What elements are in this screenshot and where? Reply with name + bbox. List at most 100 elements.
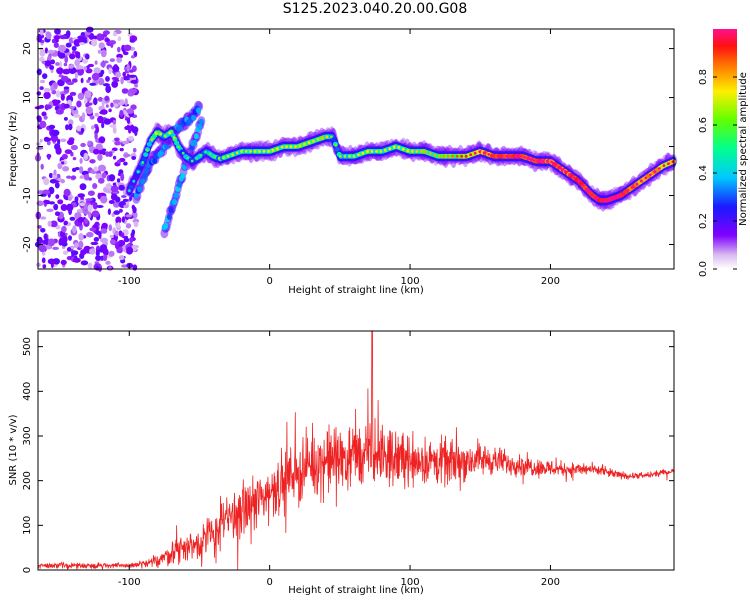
noise-blob — [129, 237, 134, 243]
noise-blob — [64, 55, 69, 64]
noise-blob — [53, 203, 59, 211]
noise-blob — [116, 159, 121, 164]
noise-blob — [83, 173, 90, 181]
ridge-peak — [595, 196, 598, 200]
noise-blob — [112, 32, 118, 37]
noise-blob — [76, 125, 82, 131]
noise-blob — [37, 190, 45, 195]
noise-blob — [62, 250, 69, 255]
ridge-peak — [424, 150, 428, 154]
ridge-peak — [267, 150, 270, 153]
branch-blob — [193, 133, 199, 140]
branch-blob — [198, 118, 204, 125]
spectrogram-marks — [34, 26, 678, 272]
ridge-peak — [541, 159, 544, 163]
noise-blob — [76, 67, 85, 76]
noise-blob — [60, 259, 67, 265]
noise-blob — [98, 164, 106, 172]
noise-blob — [53, 42, 59, 48]
noise-blob — [84, 90, 92, 98]
ridge-peak — [244, 150, 248, 153]
ridge-peak — [419, 150, 423, 153]
noise-blob — [55, 109, 64, 115]
noise-blob — [69, 106, 75, 110]
noise-blob — [65, 124, 69, 131]
noise-blob — [54, 143, 61, 151]
colorbar-tick-label: 0.8 — [698, 69, 709, 85]
noise-blob — [93, 166, 98, 172]
noise-blob — [78, 42, 86, 46]
noise-blob — [121, 264, 128, 268]
noise-blob — [101, 98, 105, 107]
noise-blob — [51, 129, 59, 137]
noise-blob — [105, 151, 110, 157]
y-tick-label: 200 — [22, 471, 33, 490]
ridge-peak — [357, 153, 360, 157]
spectrogram-plot-area — [38, 29, 674, 269]
noise-blob — [63, 86, 70, 90]
ridge-peak — [321, 136, 324, 140]
ridge-peak — [330, 135, 333, 139]
noise-blob — [133, 221, 139, 228]
ridge-core — [331, 136, 337, 142]
noise-blob — [100, 61, 106, 68]
noise-blob — [121, 88, 129, 94]
branch-blob — [143, 167, 149, 174]
ridge-peak — [298, 144, 302, 148]
ridge-peak — [455, 154, 459, 158]
figure-title: S125.2023.040.20.00.G08 — [282, 1, 468, 17]
ridge-peak — [379, 150, 383, 153]
noise-blob — [41, 257, 46, 264]
ridge-peak — [141, 161, 145, 164]
noise-blob — [43, 91, 51, 100]
noise-blob — [131, 204, 135, 210]
noise-blob — [79, 166, 84, 174]
ridge-peak — [653, 170, 657, 174]
noise-blob — [101, 222, 108, 229]
noise-blob — [71, 45, 77, 52]
ridge-peak — [276, 147, 279, 151]
noise-blob — [48, 172, 53, 179]
ridge-core — [128, 184, 134, 190]
noise-blob — [100, 228, 108, 234]
noise-blob — [78, 240, 84, 249]
noise-blob — [95, 125, 100, 134]
noise-blob — [83, 66, 87, 71]
ridge-peak — [410, 150, 414, 153]
noise-blob — [48, 201, 55, 205]
noise-blob — [80, 77, 84, 84]
branch-blob — [180, 172, 186, 179]
branch-blob — [142, 172, 148, 179]
spectrogram-xlabel: Height of straight line (km) — [288, 285, 424, 296]
noise-blob — [58, 61, 63, 69]
ridge-peak — [145, 148, 149, 152]
noise-blob — [119, 147, 124, 152]
noise-blob — [95, 255, 102, 261]
ridge-peak — [527, 157, 531, 161]
noise-blob — [125, 223, 132, 229]
noise-blob — [95, 249, 100, 257]
noise-blob — [64, 220, 68, 225]
noise-blob — [61, 161, 65, 165]
y-tick-label: 10 — [22, 91, 33, 104]
ridge-peak — [294, 145, 297, 149]
noise-blob — [109, 239, 116, 245]
colorbar-label: Normalized spectral amplitude — [738, 72, 749, 226]
ridge-peak — [217, 156, 221, 160]
ridge-peak — [469, 153, 473, 157]
ridge-peak — [401, 147, 405, 151]
ridge-peak — [523, 155, 526, 159]
noise-blob — [53, 35, 61, 41]
ridge-peak — [406, 149, 410, 153]
ridge-peak — [163, 134, 167, 138]
noise-blob — [52, 246, 59, 250]
branch-blob — [140, 178, 146, 185]
noise-blob — [122, 140, 130, 145]
noise-blob — [94, 132, 98, 140]
branch-blob — [172, 198, 177, 205]
ridge-peak — [415, 150, 419, 153]
colorbar-ticks: 0.0 0.2 0.4 0.6 0.8 — [698, 69, 737, 277]
noise-blob — [97, 153, 103, 161]
y-tick-label: 100 — [22, 516, 33, 535]
noise-blob — [122, 198, 129, 202]
